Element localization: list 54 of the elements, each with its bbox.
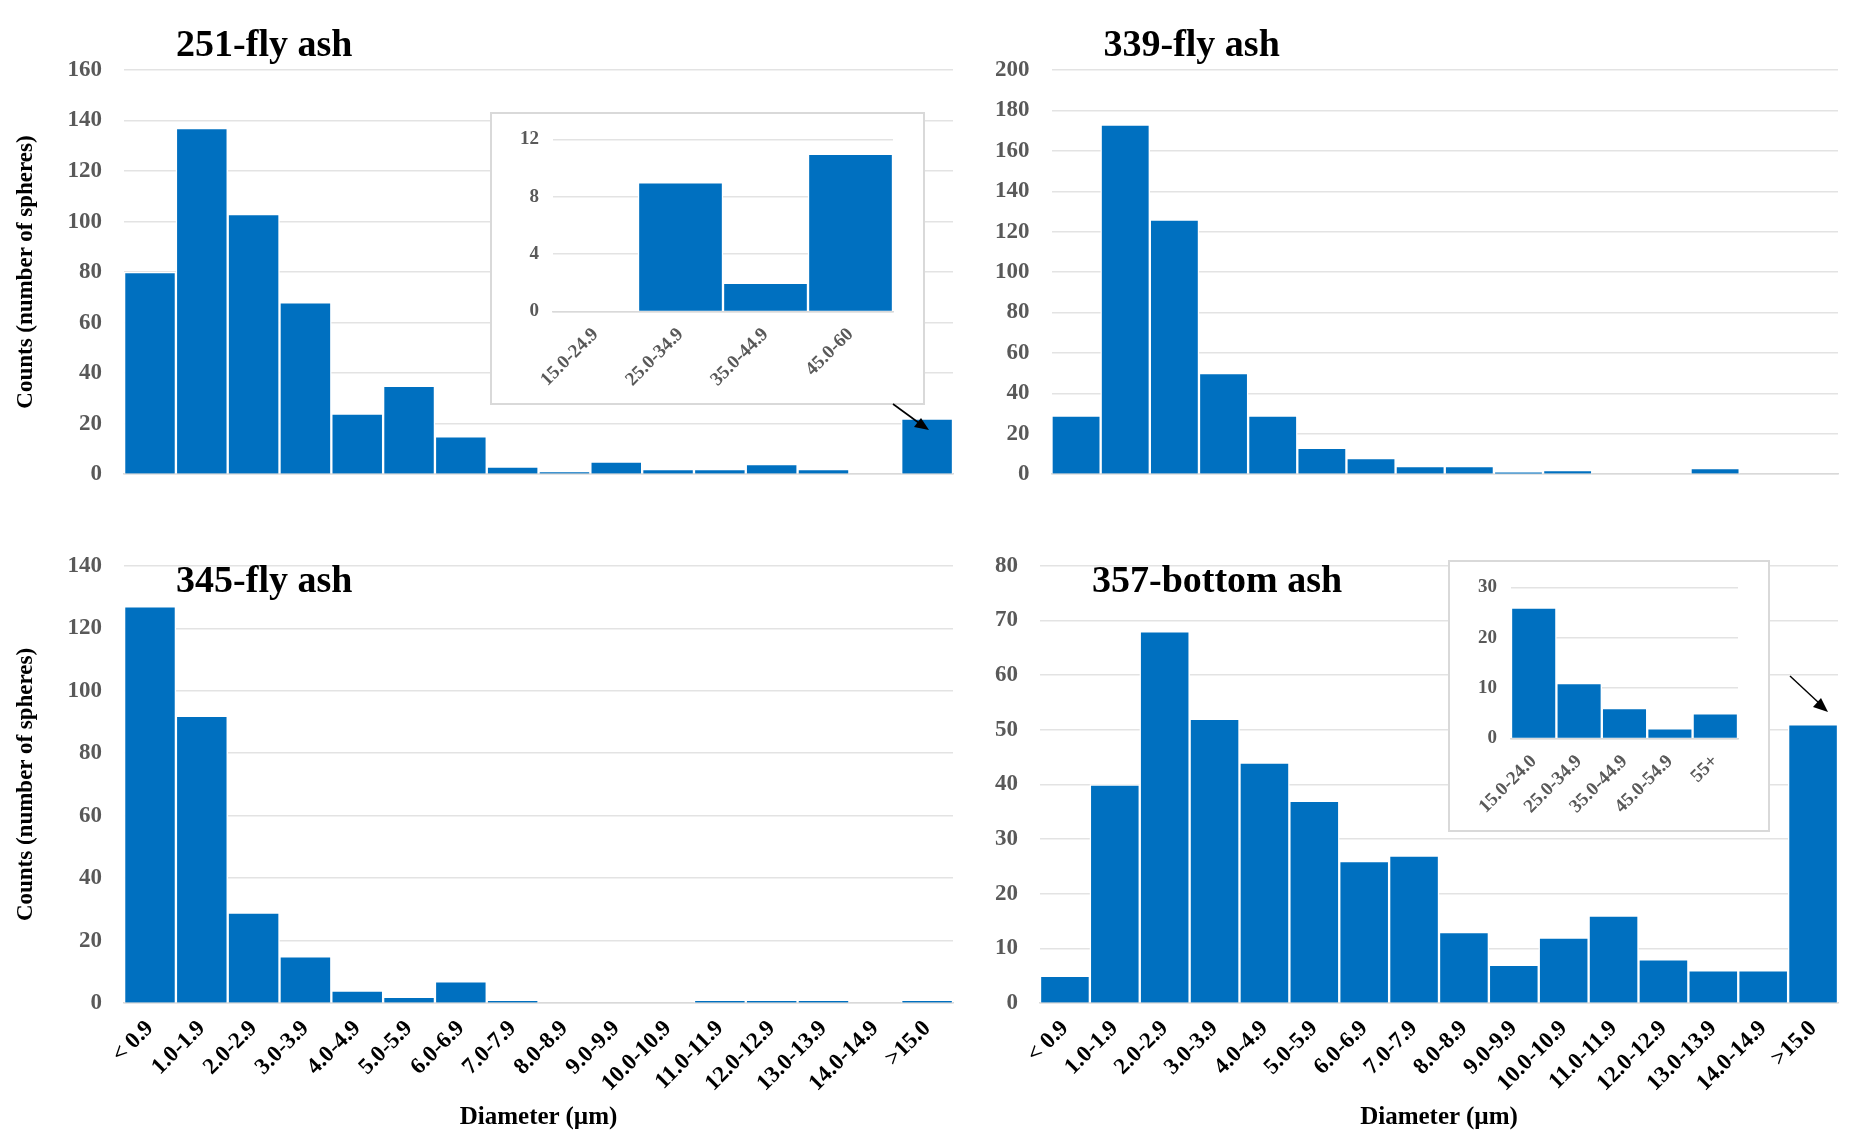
- y-tick-label: 60: [79, 801, 103, 827]
- y-axis-title: Counts (number of spheres): [11, 647, 37, 922]
- y-axis-title: Counts (number of spheres): [11, 135, 37, 409]
- y-tick-label: 50: [995, 715, 1018, 741]
- y-tick-label: 0: [90, 460, 103, 486]
- y-tick-label: 80: [79, 258, 103, 284]
- y-tick-label: 20: [995, 879, 1018, 905]
- y-tick-label: 140: [67, 106, 103, 132]
- x-tick-label: 55+: [1685, 749, 1722, 786]
- y-tick-label: 160: [67, 55, 103, 81]
- chart-title: 251-fly ash: [176, 21, 353, 64]
- y-tick-label: 100: [995, 258, 1030, 284]
- y-tick-label: 10: [995, 934, 1018, 960]
- chart-title: 345-fly ash: [176, 557, 353, 600]
- chart-title: 339-fly ash: [1103, 21, 1280, 64]
- y-tick-label: 0: [1006, 989, 1018, 1015]
- y-tick-label: 100: [67, 207, 103, 233]
- y-tick-label: 100: [67, 676, 103, 702]
- y-tick-label: 140: [995, 177, 1030, 203]
- y-tick-label: 120: [995, 217, 1030, 243]
- x-axis-title: Diameter (µm): [459, 1102, 618, 1131]
- chart-title: 357-bottom ash: [1092, 557, 1343, 600]
- y-tick-label: 0: [529, 299, 539, 321]
- y-tick-label: 0: [1018, 460, 1030, 486]
- y-tick-label: 30: [995, 825, 1018, 851]
- y-tick-label: 120: [67, 156, 103, 182]
- y-tick-label: 20: [1006, 419, 1030, 445]
- y-tick-label: 40: [79, 864, 103, 890]
- y-tick-label: 160: [995, 136, 1030, 162]
- y-tick-label: 80: [995, 551, 1018, 577]
- y-tick-label: 80: [79, 739, 103, 765]
- y-tick-label: 60: [79, 308, 103, 334]
- y-tick-label: 20: [79, 409, 103, 435]
- y-tick-label: 10: [1478, 675, 1497, 697]
- y-tick-label: 4: [529, 241, 540, 263]
- y-tick-label: 120: [67, 614, 103, 640]
- y-tick-label: 200: [995, 55, 1030, 81]
- y-tick-label: 60: [1006, 338, 1030, 364]
- y-tick-label: 40: [79, 359, 103, 385]
- y-tick-label: 70: [995, 606, 1018, 632]
- x-axis-title: Diameter (µm): [1360, 1102, 1518, 1131]
- y-tick-label: 20: [1478, 625, 1497, 647]
- y-tick-label: 60: [995, 661, 1018, 687]
- y-tick-label: 8: [529, 184, 539, 206]
- y-tick-label: 0: [1487, 726, 1497, 748]
- y-tick-label: 80: [1006, 298, 1030, 324]
- y-tick-label: 40: [1006, 379, 1030, 405]
- y-tick-label: 30: [1478, 575, 1497, 597]
- y-tick-label: 140: [67, 551, 103, 577]
- y-tick-label: 180: [995, 96, 1030, 122]
- y-tick-label: 40: [995, 770, 1018, 796]
- y-tick-label: 12: [520, 127, 539, 149]
- y-tick-label: 0: [90, 989, 103, 1015]
- y-tick-label: 20: [79, 926, 103, 952]
